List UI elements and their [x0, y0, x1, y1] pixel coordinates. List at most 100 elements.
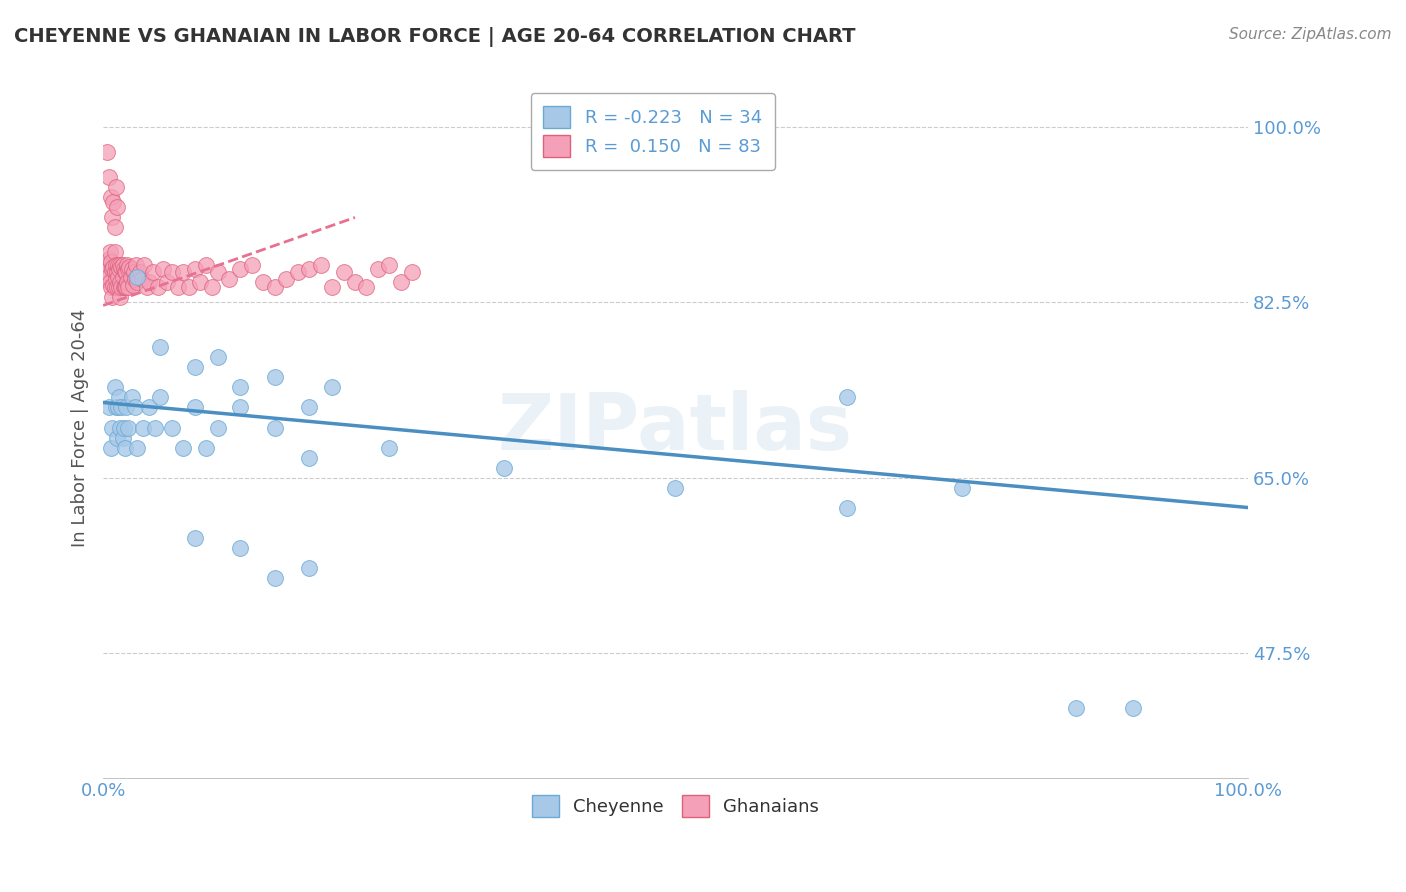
Point: [492, 460, 515, 475]
Point: [1064, 700, 1087, 714]
Point: [321, 280, 343, 294]
Point: [156, 276, 179, 290]
Point: [100, 255, 122, 269]
Point: [356, 280, 378, 294]
Point: [172, 441, 194, 455]
Point: [309, 259, 332, 273]
Point: [195, 259, 218, 273]
Point: [110, 260, 132, 275]
Point: [229, 401, 252, 415]
Point: [166, 280, 188, 294]
Point: [146, 280, 169, 294]
Point: [837, 391, 859, 405]
Point: [103, 380, 125, 394]
Point: [160, 420, 183, 434]
Point: [134, 259, 156, 273]
Point: [114, 441, 136, 455]
Point: [105, 201, 128, 215]
Point: [183, 531, 205, 545]
Text: ZIPatlas: ZIPatlas: [498, 390, 853, 466]
Point: [110, 290, 132, 304]
Point: [101, 290, 124, 304]
Point: [125, 259, 148, 273]
Point: [142, 265, 165, 279]
Point: [108, 262, 131, 277]
Point: [111, 270, 134, 285]
Point: [367, 262, 389, 277]
Point: [229, 262, 252, 277]
Point: [103, 220, 125, 235]
Point: [160, 265, 183, 279]
Point: [108, 280, 131, 294]
Point: [112, 280, 135, 294]
Point: [128, 265, 150, 279]
Point: [207, 265, 229, 279]
Point: [103, 195, 125, 210]
Point: [104, 401, 127, 415]
Point: [172, 265, 194, 279]
Point: [101, 211, 124, 225]
Point: [190, 276, 212, 290]
Point: [122, 265, 145, 279]
Point: [183, 401, 205, 415]
Point: [135, 280, 157, 294]
Point: [378, 259, 401, 273]
Point: [115, 276, 138, 290]
Legend: Cheyenne, Ghanaians: Cheyenne, Ghanaians: [524, 788, 827, 824]
Text: CHEYENNE VS GHANAIAN IN LABOR FORCE | AGE 20-64 CORRELATION CHART: CHEYENNE VS GHANAIAN IN LABOR FORCE | AG…: [14, 27, 856, 46]
Text: Source: ZipAtlas.com: Source: ZipAtlas.com: [1229, 27, 1392, 42]
Point: [107, 259, 129, 273]
Point: [127, 276, 149, 290]
Point: [97, 170, 120, 185]
Point: [252, 276, 274, 290]
Point: [401, 265, 423, 279]
Point: [97, 270, 120, 285]
Point: [378, 441, 401, 455]
Point: [108, 391, 131, 405]
Point: [96, 145, 118, 160]
Point: [117, 280, 139, 294]
Point: [121, 391, 143, 405]
Point: [112, 420, 135, 434]
Point: [149, 341, 172, 355]
Point: [664, 481, 686, 495]
Point: [117, 262, 139, 277]
Point: [287, 265, 309, 279]
Point: [138, 401, 160, 415]
Point: [103, 260, 125, 275]
Point: [263, 280, 285, 294]
Point: [229, 380, 252, 394]
Point: [132, 420, 155, 434]
Point: [107, 401, 129, 415]
Point: [131, 272, 153, 286]
Point: [201, 280, 224, 294]
Point: [104, 259, 127, 273]
Point: [110, 401, 132, 415]
Point: [100, 190, 122, 204]
Point: [332, 265, 354, 279]
Point: [103, 280, 125, 294]
Point: [117, 420, 139, 434]
Point: [100, 280, 122, 294]
Point: [122, 278, 145, 293]
Point: [105, 430, 128, 444]
Point: [114, 265, 136, 279]
Point: [114, 280, 136, 294]
Point: [94, 265, 117, 279]
Point: [105, 265, 128, 279]
Point: [112, 262, 135, 277]
Point: [101, 262, 124, 277]
Point: [115, 401, 138, 415]
Point: [152, 262, 174, 277]
Point: [98, 245, 121, 260]
Point: [124, 401, 146, 415]
Point: [218, 272, 240, 286]
Point: [96, 259, 118, 273]
Point: [103, 278, 125, 293]
Point: [837, 500, 859, 515]
Point: [343, 276, 366, 290]
Point: [97, 401, 120, 415]
Point: [298, 450, 321, 465]
Point: [138, 276, 160, 290]
Point: [143, 420, 166, 434]
